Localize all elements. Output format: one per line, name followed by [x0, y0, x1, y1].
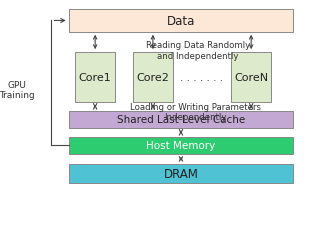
Text: Loading or Writing Parameters
Independently: Loading or Writing Parameters Independen… — [129, 102, 261, 122]
Bar — [69, 164, 293, 183]
Text: GPU
Training: GPU Training — [0, 80, 35, 100]
Text: Core2: Core2 — [136, 73, 169, 83]
Bar — [69, 10, 293, 33]
Text: DRAM: DRAM — [163, 167, 198, 180]
Text: Data: Data — [167, 15, 195, 28]
Text: . . . . . . .: . . . . . . . — [180, 73, 223, 83]
Bar — [69, 137, 293, 154]
Bar — [75, 53, 115, 102]
Bar — [133, 53, 173, 102]
Text: Host Memory: Host Memory — [146, 141, 216, 151]
Text: Core1: Core1 — [79, 73, 111, 83]
Text: Shared Last Level Cache: Shared Last Level Cache — [117, 115, 245, 125]
Bar — [231, 53, 271, 102]
Bar — [69, 111, 293, 128]
Text: Reading Data Randomly
and Independently: Reading Data Randomly and Independently — [146, 41, 250, 60]
Text: CoreN: CoreN — [234, 73, 268, 83]
